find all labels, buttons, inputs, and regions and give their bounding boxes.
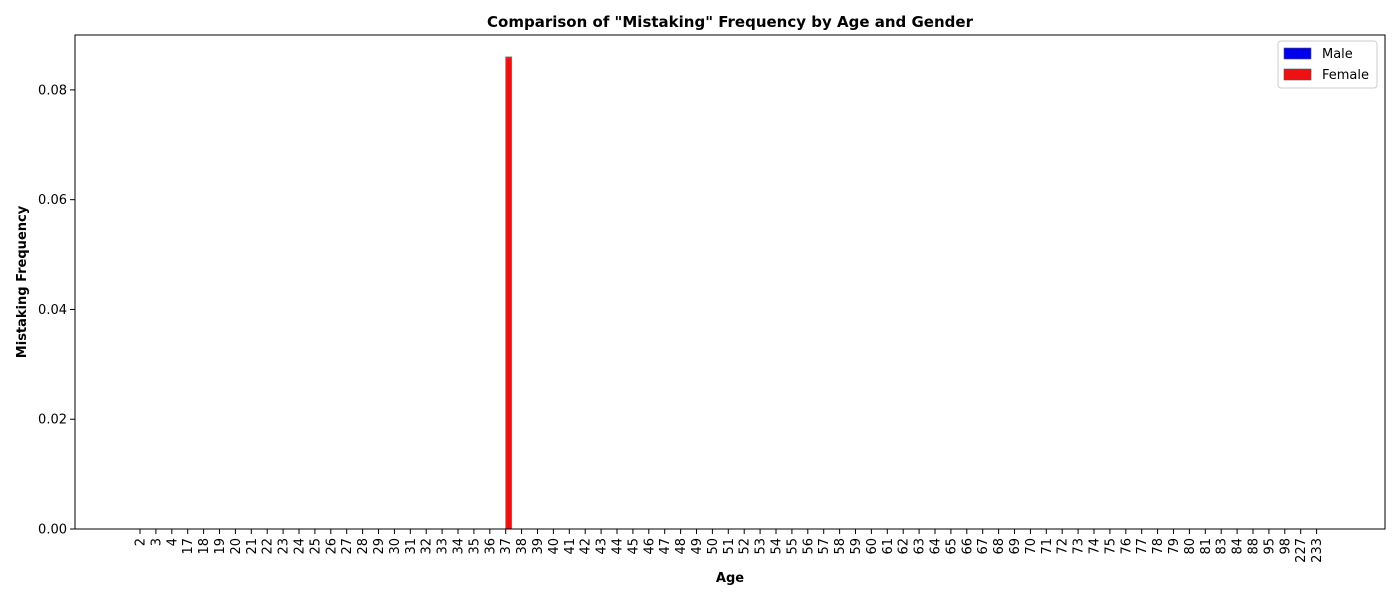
x-tick-label: 54 [770,538,785,555]
x-tick-label: 40 [547,538,562,555]
x-tick-label: 78 [1151,538,1166,555]
bar-female [506,57,512,529]
x-tick-label: 98 [1278,538,1293,555]
x-tick-label: 29 [372,538,387,555]
y-tick-label: 0.04 [38,303,67,318]
x-tick-label: 35 [467,538,482,555]
x-tick-label: 42 [579,538,594,555]
x-tick-label: 80 [1183,538,1198,555]
x-tick-label: 36 [483,538,498,555]
x-tick-label: 4 [165,538,180,546]
x-tick-label: 38 [515,538,530,555]
x-tick-label: 19 [213,538,228,555]
x-tick-label: 25 [308,538,323,555]
x-tick-label: 26 [324,538,339,555]
y-axis-label: Mistaking Frequency [15,205,30,358]
x-tick-label: 81 [1199,538,1214,555]
y-tick-label: 0.08 [38,83,67,98]
x-tick-label: 77 [1135,538,1150,555]
x-tick-label: 68 [992,538,1007,555]
x-axis: 2 3 4 17 18 19 20 21 22 23 24 25 26 27 28 29 30 31 32 33 34 3… [134,529,1326,563]
x-tick-label: 53 [754,538,769,555]
x-tick-label: 84 [1231,538,1246,555]
x-tick-label: 22 [261,538,276,555]
x-tick-label: 58 [833,538,848,555]
legend-label-male: Male [1322,47,1353,62]
x-tick-label: 71 [1040,538,1055,555]
x-axis-label: Age [716,571,744,586]
x-tick-label: 74 [1088,538,1103,555]
x-tick-label: 32 [420,538,435,555]
x-tick-label: 37 [499,538,514,555]
x-tick-label: 56 [801,538,816,555]
x-tick-label: 51 [722,538,737,555]
x-tick-label: 75 [1103,538,1118,555]
x-tick-label: 23 [277,538,292,555]
x-tick-label: 44 [611,538,626,555]
x-tick-label: 31 [404,538,419,555]
x-tick-label: 227 [1294,538,1309,563]
y-axis: 0.00 0.02 0.04 0.06 0.08 [38,83,75,537]
x-tick-label: 30 [388,538,403,555]
x-tick-label: 3 [149,538,164,546]
x-tick-label: 50 [706,538,721,555]
x-tick-label: 52 [738,538,753,555]
x-tick-label: 61 [881,538,896,555]
x-tick-label: 69 [1008,538,1023,555]
x-tick-label: 20 [229,538,244,555]
x-tick-label: 18 [197,538,212,555]
y-tick-label: 0.06 [38,193,67,208]
x-tick-label: 66 [960,538,975,555]
x-tick-label: 65 [944,538,959,555]
bars [506,57,512,529]
y-tick-label: 0.00 [38,523,67,538]
plot-frame [75,35,1385,529]
x-tick-label: 33 [436,538,451,555]
x-tick-label: 28 [356,538,371,555]
x-tick-label: 41 [563,538,578,555]
x-tick-label: 72 [1056,538,1071,555]
x-tick-label: 73 [1072,538,1087,555]
x-tick-label: 95 [1262,538,1277,555]
x-tick-label: 79 [1167,538,1182,555]
x-tick-label: 70 [1024,538,1039,555]
legend-swatch-female [1284,69,1311,80]
x-tick-label: 46 [642,538,657,555]
x-tick-label: 59 [849,538,864,555]
x-tick-label: 17 [181,538,196,555]
x-tick-label: 49 [690,538,705,555]
x-tick-label: 24 [293,538,308,555]
legend-swatch-male [1284,48,1311,59]
x-tick-label: 64 [929,538,944,555]
y-tick-label: 0.02 [38,413,67,428]
x-tick-label: 39 [531,538,546,555]
x-tick-label: 60 [865,538,880,555]
chart-title: Comparison of "Mistaking" Frequency by A… [487,13,974,31]
x-tick-label: 27 [340,538,355,555]
x-tick-label: 48 [674,538,689,555]
x-tick-label: 67 [976,538,991,555]
x-tick-label: 34 [452,538,467,555]
x-tick-label: 45 [626,538,641,555]
x-tick-label: 76 [1119,538,1134,555]
x-tick-label: 47 [658,538,673,555]
x-tick-label: 62 [897,538,912,555]
x-tick-label: 233 [1310,538,1325,563]
x-tick-label: 21 [245,538,260,555]
x-tick-label: 63 [913,538,928,555]
x-tick-label: 83 [1215,538,1230,555]
x-tick-label: 57 [817,538,832,555]
legend: Male Female [1278,41,1377,88]
x-tick-label: 88 [1247,538,1262,555]
legend-label-female: Female [1322,68,1369,83]
x-tick-label: 43 [595,538,610,555]
x-tick-label: 2 [134,538,149,546]
x-tick-label: 55 [785,538,800,555]
